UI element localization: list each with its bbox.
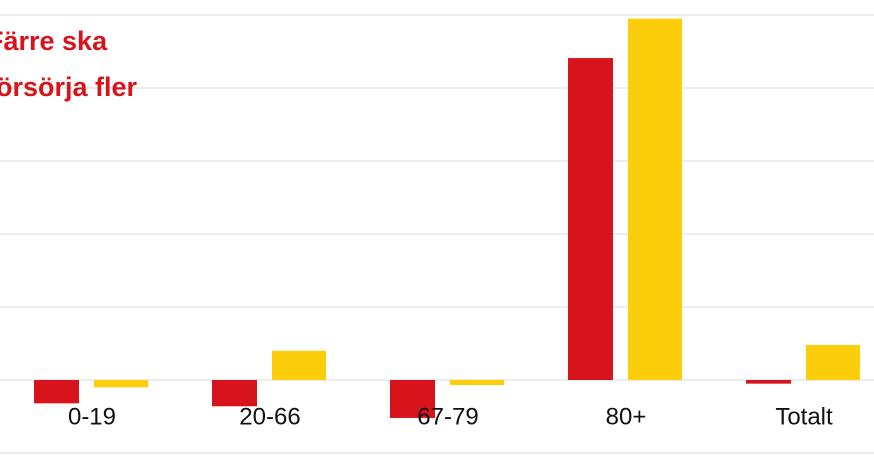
bar <box>746 380 791 384</box>
bar <box>94 380 148 387</box>
bar <box>806 345 860 380</box>
x-tick-label: 80+ <box>606 403 647 430</box>
bar <box>34 380 79 403</box>
x-tick-label: 0-19 <box>68 403 116 430</box>
bar <box>450 380 504 385</box>
x-tick-label: Totalt <box>775 403 833 430</box>
bar <box>212 380 257 406</box>
chart-title: Färre ska försörja fler <box>0 18 202 110</box>
bar <box>628 19 682 380</box>
bar <box>568 58 613 380</box>
bar <box>272 351 326 380</box>
page: 0-19 20-66 67-79 80+ Totalt Färre ska försör… <box>0 0 874 455</box>
x-tick-label: 67-79 <box>417 403 478 430</box>
x-tick-label: 20-66 <box>239 403 300 430</box>
